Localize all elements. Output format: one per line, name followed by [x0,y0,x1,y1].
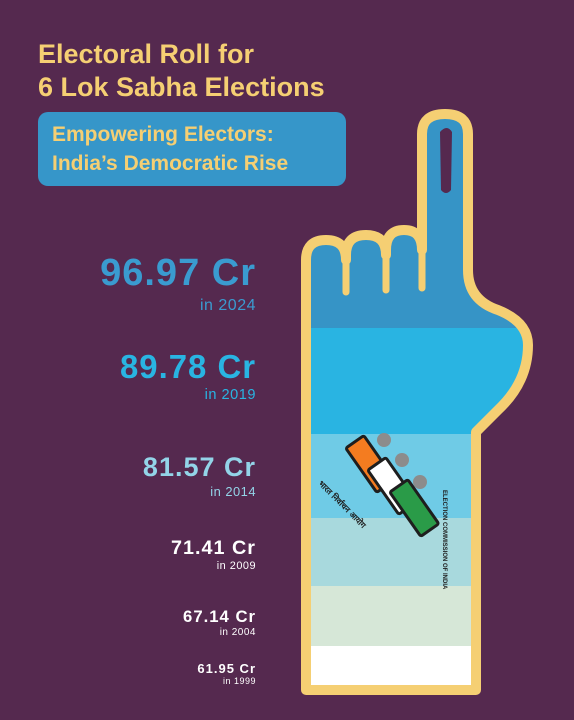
value-label-2014: 81.57 Cr [142,452,256,482]
year-label-2024: in 2024 [200,296,256,314]
logo-dot-2 [395,453,409,467]
title-line-2: 6 Lok Sabha Elections [38,72,325,102]
value-label-2019: 89.78 Cr [120,348,256,385]
year-label-2019: in 2019 [204,386,256,403]
value-label-2009: 71.41 Cr [171,537,256,559]
value-label-2024: 96.97 Cr [100,252,256,294]
value-label-1999: 61.95 Cr [197,661,256,676]
year-label-2009: in 2009 [216,560,256,573]
logo-dot-1 [377,433,391,447]
subtitle-line-1: Empowering Electors: [52,123,274,146]
value-label-2004: 67.14 Cr [183,607,256,626]
hand-outline [301,109,533,695]
ink-mark [440,128,452,193]
page-title: Electoral Roll for 6 Lok Sabha Elections [38,38,325,104]
year-label-1999: in 1999 [222,676,256,687]
subtitle-line-2: India’s Democratic Rise [52,152,289,175]
year-label-2004: in 2004 [219,626,256,638]
subtitle-box: Empowering Electors: India’s Democratic … [38,112,346,186]
logo-english-text: ELECTION COMMISSION OF INDIA [441,490,447,590]
title-line-1: Electoral Roll for [38,39,255,69]
year-label-2014: in 2014 [210,483,256,499]
logo-green-bar [389,478,440,538]
logo-dot-3 [413,475,427,489]
